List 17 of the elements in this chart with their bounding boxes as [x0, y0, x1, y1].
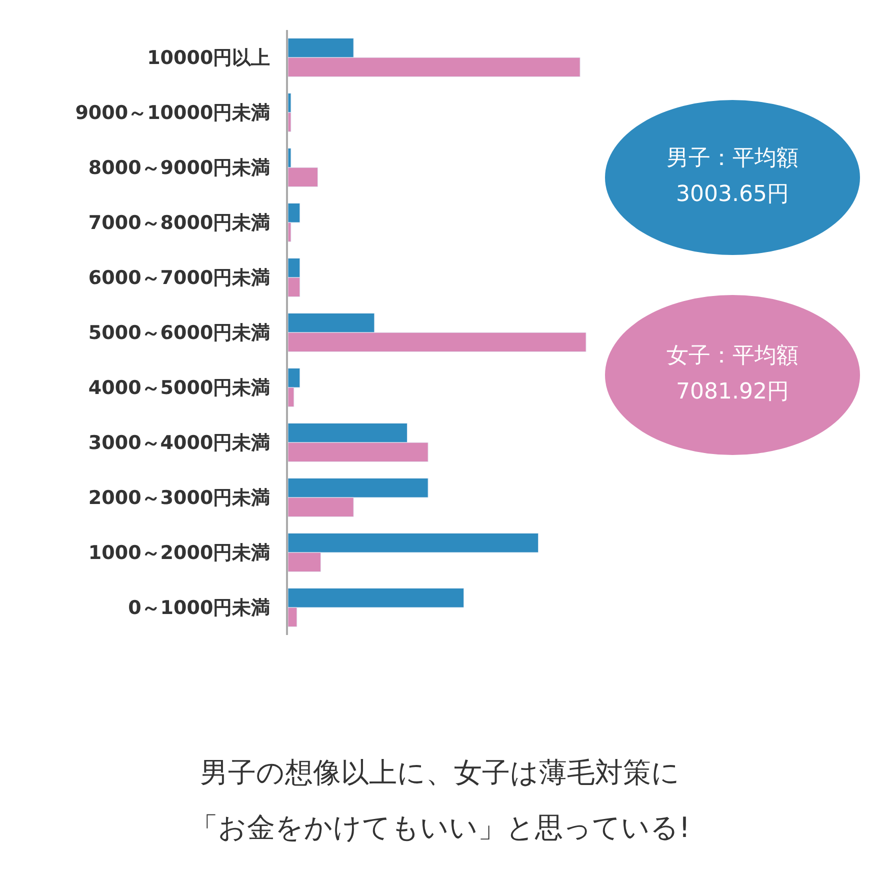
text: 男子の想像以上に、女子は薄毛対策に: [200, 756, 680, 789]
text: 男子：平均額: [666, 146, 798, 171]
text: 3003.65円: [676, 182, 789, 207]
y-tick-label: 8000～9000円未満: [88, 157, 270, 180]
y-tick-label: 2000～3000円未満: [88, 487, 270, 510]
text: 7081.92円: [676, 380, 789, 404]
y-tick-label: 6000～7000円未満: [88, 267, 270, 290]
y-tick-label: 5000～6000円未満: [88, 322, 270, 344]
y-tick-label: 7000～8000円未満: [88, 212, 270, 234]
y-tick-label: 4000～5000円未満: [88, 377, 270, 400]
y-tick-label: 10000円以上: [147, 47, 270, 70]
text: 「お金をかけてもいい」と思っている!: [190, 811, 690, 844]
y-tick-label: 1000～2000円未満: [88, 542, 270, 564]
y-tick-label: 0～1000円未満: [128, 597, 270, 620]
y-tick-label: 3000～4000円未満: [88, 432, 270, 454]
y-tick-label: 9000～10000円未満: [75, 102, 270, 124]
text: 女子：平均額: [666, 344, 798, 368]
